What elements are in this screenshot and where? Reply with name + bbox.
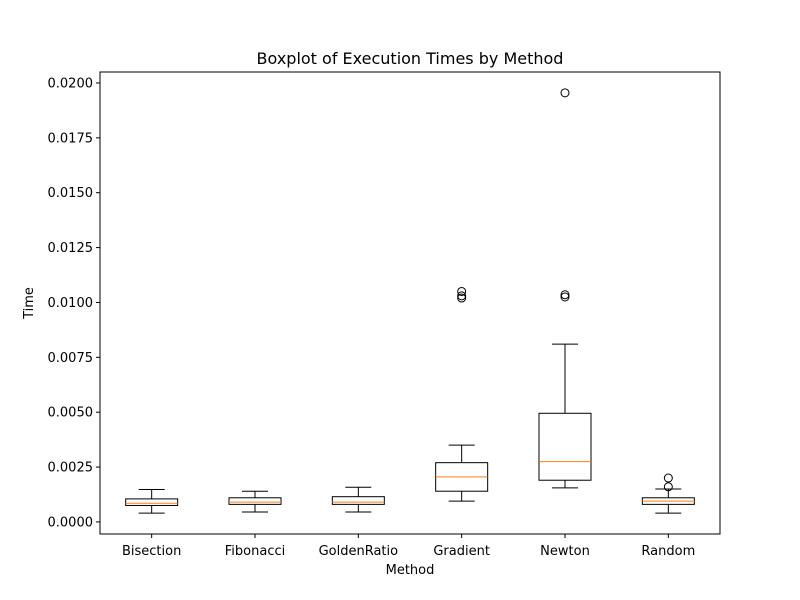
box-group-random <box>641 473 695 514</box>
outlier-point <box>457 293 467 303</box>
x-tick-label: Fibonacci <box>225 544 285 559</box>
x-axis-label: Method <box>386 563 435 578</box>
outlier-point <box>663 473 673 483</box>
y-axis: 0.0000 0.0025 0.0050 0.0075 0.0100 0.0125 0.01… <box>48 76 100 530</box>
box <box>331 496 385 505</box>
box-group-fibonacci <box>228 490 282 513</box>
y-tick-label: 0.0150 <box>48 186 94 201</box>
y-tick-label: 0.0050 <box>48 406 94 421</box>
plot-frame <box>99 71 721 535</box>
box-group-bisection <box>125 488 179 514</box>
y-tick-label: 0.0175 <box>48 131 94 146</box>
x-tick-label: Newton <box>540 544 590 559</box>
x-tick-label: Random <box>641 544 695 559</box>
outlier-point <box>663 482 673 492</box>
box <box>228 497 282 505</box>
boxes <box>125 88 695 514</box>
x-axis: Bisection Fibonacci GoldenRatio Gradient New… <box>122 534 695 559</box>
x-tick-label: Bisection <box>122 544 181 559</box>
x-tick-label: GoldenRatio <box>319 544 399 559</box>
outlier-point <box>560 292 570 302</box>
outlier-point <box>457 286 467 296</box>
y-tick-label: 0.0075 <box>48 351 94 366</box>
y-tick-label: 0.0000 <box>48 515 94 530</box>
box <box>538 412 592 481</box>
outlier-point <box>560 88 570 98</box>
y-tick-label: 0.0100 <box>48 296 94 311</box>
y-tick-label: 0.0125 <box>48 241 94 256</box>
y-axis-label: Time <box>22 287 37 320</box>
box-group-goldenratio <box>331 486 385 513</box>
chart-title: Boxplot of Execution Times by Method <box>257 49 564 68</box>
outlier-point <box>560 290 570 300</box>
y-tick-label: 0.0200 <box>48 76 94 91</box>
box-group-gradient <box>435 286 489 502</box>
box-group-newton <box>538 88 592 489</box>
outlier-point <box>457 291 467 301</box>
box <box>125 498 179 506</box>
x-tick-label: Gradient <box>433 544 490 559</box>
y-tick-label: 0.0025 <box>48 461 94 476</box>
